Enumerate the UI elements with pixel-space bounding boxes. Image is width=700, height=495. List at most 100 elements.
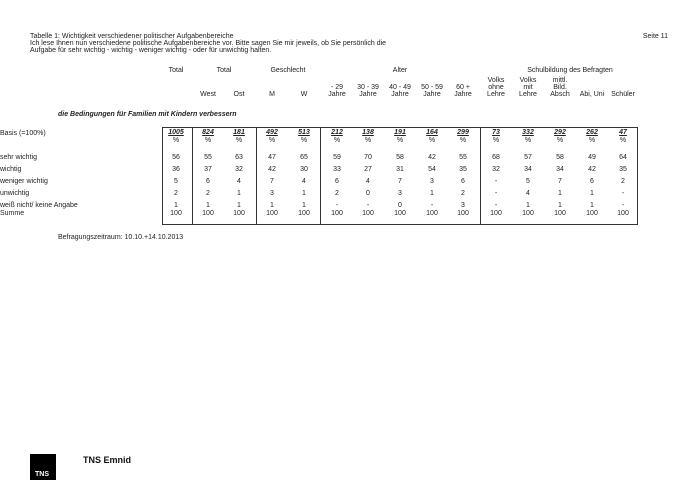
column-group-header: Total (168, 67, 184, 74)
table-cell: 42 (268, 166, 276, 173)
unit: % (428, 137, 436, 144)
basis-cell: 292% (554, 129, 566, 145)
table-cell: 59 (333, 154, 341, 161)
table-cell: 1 (558, 190, 562, 197)
column-header: 30 - 39 Jahre (357, 84, 379, 98)
table-cell: 3 (398, 190, 402, 197)
table-cell: 42 (588, 166, 596, 173)
basis-cell: 138% (362, 129, 374, 145)
table-cell: 2 (461, 190, 465, 197)
table-cell: 32 (235, 166, 243, 173)
column-header: 50 - 59 Jahre (421, 84, 443, 98)
basis-value: 181 (233, 129, 245, 136)
table-cell: 0 (366, 190, 370, 197)
table-cell: 2 (206, 190, 210, 197)
unit: % (364, 137, 372, 144)
sum-cell: 100 (233, 210, 245, 217)
table-cell: - (621, 202, 625, 209)
unit: % (459, 137, 467, 144)
table-cell: 2 (174, 190, 178, 197)
basis-value: 332 (522, 129, 534, 136)
unit: % (300, 137, 308, 144)
basis-cell: 262% (586, 129, 598, 145)
table-cell: 35 (619, 166, 627, 173)
table-cell: 65 (300, 154, 308, 161)
column-header: W (300, 91, 308, 98)
unit: % (172, 137, 180, 144)
table-cell: 68 (492, 154, 500, 161)
column-group-header: Alter (392, 67, 408, 74)
basis-value: 513 (298, 129, 310, 136)
sum-cell: 100 (298, 210, 310, 217)
basis-cell: 181% (233, 129, 245, 145)
table-cell: 64 (619, 154, 627, 161)
column-header: 60 + Jahre (454, 84, 472, 98)
table-cell: 49 (588, 154, 596, 161)
table-cell: 34 (556, 166, 564, 173)
table-cell: 5 (174, 178, 178, 185)
table-cell: 1 (206, 202, 210, 209)
section-title: die Bedingungen für Familien mit Kindern… (58, 111, 237, 118)
question-line: Aufgabe für sehr wichtig - wichtig - wen… (30, 47, 272, 54)
unit: % (619, 137, 627, 144)
column-header: Ost (233, 91, 245, 98)
table-cell: 57 (524, 154, 532, 161)
sum-cell: 100 (202, 210, 214, 217)
question-line: Ich lese Ihnen nun verschiedene politisc… (30, 40, 387, 47)
table-cell: 42 (428, 154, 436, 161)
column-header: Schüler (611, 91, 635, 98)
basis-cell: 492% (266, 129, 278, 145)
basis-cell: 212% (331, 129, 343, 145)
sum-cell: 100 (170, 210, 182, 217)
column-header: Abi, Uni (579, 91, 605, 98)
table-cell: 31 (396, 166, 404, 173)
data-table-frame (162, 127, 638, 225)
table-cell: 27 (364, 166, 372, 173)
divider (320, 127, 321, 225)
basis-value: 73 (492, 129, 500, 136)
basis-cell: 164% (426, 129, 438, 145)
table-cell: 47 (268, 154, 276, 161)
basis-value: 262 (586, 129, 598, 136)
column-header: West (200, 91, 216, 98)
sum-cell: 100 (490, 210, 502, 217)
table-cell: 58 (396, 154, 404, 161)
unit: % (204, 137, 212, 144)
table-cell: - (366, 202, 370, 209)
title-line: Tabelle 1: Wichtigkeit verschiedener pol… (30, 33, 234, 40)
basis-value: 299 (457, 129, 469, 136)
table-cell: 32 (492, 166, 500, 173)
unit: % (492, 137, 500, 144)
row-label: weiß nicht/ keine Angabe (0, 202, 78, 209)
table-cell: 1 (590, 202, 594, 209)
table-cell: 6 (335, 178, 339, 185)
basis-cell: 47% (619, 129, 627, 145)
table-cell: 37 (204, 166, 212, 173)
table-cell: 1 (237, 190, 241, 197)
table-cell: 4 (237, 178, 241, 185)
table-cell: 6 (206, 178, 210, 185)
table-cell: - (621, 190, 625, 197)
sum-cell: 100 (362, 210, 374, 217)
basis-value: 492 (266, 129, 278, 136)
table-cell: 1 (302, 190, 306, 197)
tns-logo: TNS (30, 454, 56, 480)
unit: % (524, 137, 532, 144)
basis-value: 212 (331, 129, 343, 136)
brand-name: TNS Emnid (83, 455, 132, 465)
table-cell: 1 (526, 202, 530, 209)
page-number: Seite 11 (642, 33, 668, 40)
table-cell: 2 (335, 190, 339, 197)
table-cell: 63 (235, 154, 243, 161)
column-group-header: Total (216, 67, 232, 74)
basis-cell: 1005% (168, 129, 184, 145)
table-cell: 7 (398, 178, 402, 185)
table-cell: - (494, 202, 498, 209)
sum-cell: 100 (457, 210, 469, 217)
table-cell: 0 (398, 202, 402, 209)
table-cell: 4 (302, 178, 306, 185)
table-cell: 1 (174, 202, 178, 209)
table-cell: 4 (526, 190, 530, 197)
row-label: Summe (0, 210, 25, 217)
